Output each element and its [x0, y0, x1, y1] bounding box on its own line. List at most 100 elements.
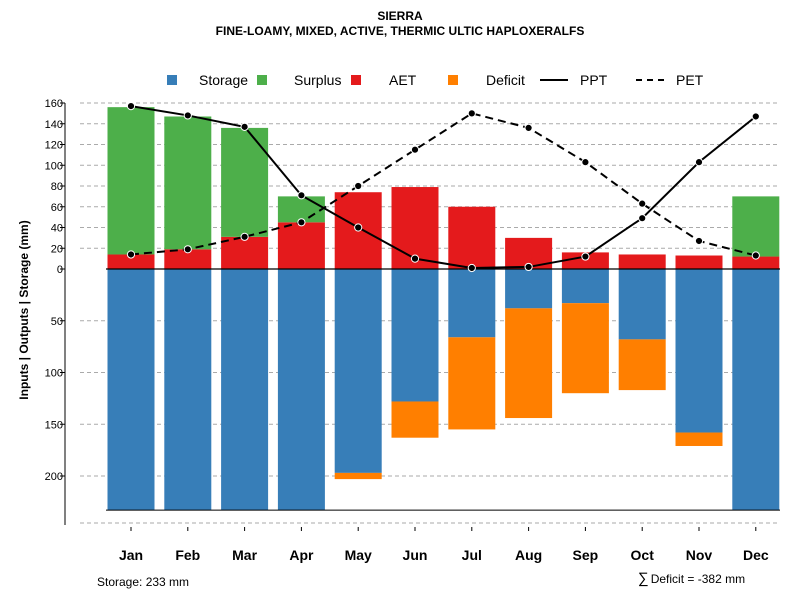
ppt-line	[130, 105, 757, 269]
deficit-note: ∑ Deficit = -382 mm	[638, 570, 745, 587]
y-axis-label: Inputs | Outputs | Storage (mm)	[17, 220, 31, 399]
aet-bar	[107, 254, 155, 269]
sum-icon: ∑	[638, 570, 649, 587]
x-tick-label: Jan	[119, 547, 143, 563]
ppt-point	[240, 122, 249, 131]
legend-label-storage: Storage	[199, 72, 248, 88]
surplus-bar	[164, 116, 212, 250]
x-tick-label: Mar	[232, 547, 257, 563]
x-tick-label: Jun	[403, 547, 428, 563]
x-tick-label: Oct	[631, 547, 655, 563]
chart-subtitle: FINE-LOAMY, MIXED, ACTIVE, THERMIC ULTIC…	[215, 24, 585, 38]
storage-bar	[732, 269, 780, 511]
ppt-point	[410, 254, 420, 263]
ppt-point	[126, 102, 136, 111]
storage-bar	[334, 269, 382, 473]
surplus-bar	[107, 107, 155, 255]
deficit-bar	[448, 337, 496, 430]
y-tick-label: 40	[51, 223, 63, 235]
aet-bar	[561, 252, 609, 269]
bars	[107, 107, 780, 511]
legend-label-deficit: Deficit	[486, 72, 525, 88]
x-tick-label: Jul	[462, 547, 482, 563]
deficit-bar	[505, 308, 553, 419]
pet-point	[354, 181, 363, 191]
y-tick-label: 20	[51, 243, 63, 255]
y-tick-label: 200	[45, 471, 63, 483]
ppt-point	[694, 158, 704, 167]
pet-point	[297, 218, 306, 227]
x-tick-label: Dec	[743, 547, 769, 563]
storage-note: Storage: 233 mm	[97, 575, 190, 589]
legend-swatch-surplus	[257, 75, 267, 85]
surplus-bar	[277, 196, 325, 223]
deficit-bar	[391, 401, 439, 438]
aet-bar	[675, 255, 723, 269]
ppt-point	[297, 191, 306, 200]
axes: 0 20 40 60 80 100 120 140 160 50 100 150 200 Jan Feb Ma…	[45, 98, 780, 563]
x-tick-label: Nov	[686, 547, 713, 563]
storage-bar	[505, 269, 553, 309]
pet-point	[240, 232, 249, 241]
storage-bar	[675, 269, 723, 433]
y-tick-label: 160	[45, 98, 63, 110]
y-tick-label: 0	[57, 264, 63, 276]
legend-label-surplus: Surplus	[294, 72, 341, 88]
pet-point	[694, 236, 704, 246]
legend-label-pet: PET	[676, 72, 704, 88]
deficit-bar	[334, 472, 382, 480]
deficit-bar	[675, 432, 723, 446]
deficit-bar	[561, 303, 609, 394]
storage-bar	[107, 269, 155, 511]
pet-point	[751, 251, 760, 260]
aet-bar	[448, 206, 496, 269]
y-tick-label: 100	[45, 160, 63, 172]
storage-bar	[164, 269, 212, 511]
legend: Storage Surplus AET Deficit PPT PET	[167, 72, 704, 88]
deficit-text: Deficit = -382 mm	[650, 572, 746, 586]
ppt-point	[467, 263, 476, 273]
x-tick-label: Sep	[573, 547, 599, 563]
storage-bar	[618, 269, 666, 340]
deficit-bar	[618, 339, 666, 391]
pet-point	[410, 145, 420, 154]
pet-point	[524, 123, 533, 133]
ppt-point	[524, 262, 533, 272]
y-tick-label: 120	[45, 140, 63, 152]
y-tick-label: 60	[51, 202, 63, 214]
ppt-point	[581, 252, 590, 261]
storage-bar	[277, 269, 325, 511]
x-tick-label: Feb	[175, 547, 200, 563]
ppt-point	[638, 214, 647, 223]
storage-bar	[391, 269, 439, 402]
pet-point	[183, 245, 192, 254]
legend-swatch-storage	[167, 75, 177, 85]
series-lines	[126, 102, 760, 273]
ppt-point	[354, 223, 363, 232]
aet-bar	[221, 236, 269, 269]
y-tick-label: 50	[51, 316, 63, 328]
y-tick-label: 150	[45, 419, 63, 431]
pet-point	[467, 109, 476, 118]
x-tick-label: Aug	[515, 547, 542, 563]
x-tick-label: Apr	[289, 547, 314, 563]
surplus-bar	[221, 127, 269, 237]
ppt-point	[751, 112, 760, 121]
x-tick-label: May	[345, 547, 372, 563]
legend-swatch-deficit	[448, 75, 458, 85]
pet-point	[581, 158, 590, 167]
pet-point	[126, 250, 136, 259]
aet-bar	[164, 249, 212, 269]
storage-bar	[561, 269, 609, 304]
aet-bar	[732, 256, 780, 269]
y-tick-label: 100	[45, 368, 63, 380]
surplus-bar	[732, 196, 780, 257]
storage-bar	[448, 269, 496, 338]
chart-title: SIERRA	[377, 9, 423, 23]
legend-label-aet: AET	[389, 72, 417, 88]
pet-point	[638, 199, 647, 208]
pet-line	[130, 112, 757, 257]
aet-bar	[618, 254, 666, 269]
y-tick-label: 80	[51, 181, 63, 193]
